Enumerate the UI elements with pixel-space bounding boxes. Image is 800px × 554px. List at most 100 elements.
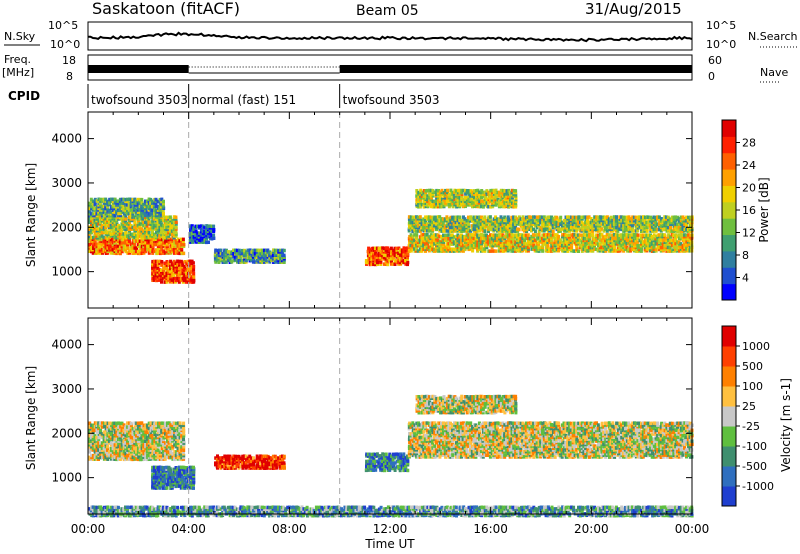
echo-cell <box>445 249 449 253</box>
echo-cell <box>186 276 190 281</box>
echo-cell <box>145 227 149 231</box>
echo-cell <box>485 192 489 196</box>
echo-cell <box>106 224 110 228</box>
echo-cell <box>124 230 128 235</box>
echo-cell <box>532 227 535 232</box>
echo-cell <box>429 192 433 197</box>
echo-cell <box>224 253 228 258</box>
echo-cell <box>688 223 692 228</box>
echo-cell <box>661 242 665 246</box>
echo-cell <box>160 217 164 221</box>
echo-cell <box>104 439 108 444</box>
echo-cell <box>584 242 588 246</box>
echo-cell <box>125 227 129 231</box>
echo-cell <box>142 239 146 244</box>
echo-cell <box>540 220 544 225</box>
echo-cell <box>447 204 451 209</box>
echo-cell <box>215 248 219 253</box>
echo-cell <box>499 229 503 233</box>
echo-cell <box>654 227 658 232</box>
echo-cell <box>600 245 604 250</box>
echo-cell <box>135 246 139 250</box>
echo-cell <box>476 233 480 237</box>
echo-cell <box>95 443 99 447</box>
echo-cell <box>192 278 196 283</box>
echo-cell <box>106 427 110 431</box>
echo-cell <box>539 236 543 241</box>
echo-cell <box>172 224 176 228</box>
echo-cell <box>106 206 110 211</box>
echo-cell <box>126 208 129 212</box>
echo-cell <box>97 241 101 245</box>
echo-cell <box>496 217 499 221</box>
echo-cell <box>190 270 194 274</box>
echo-cell <box>115 199 119 203</box>
echo-cell <box>685 245 689 250</box>
echo-cell <box>133 199 137 203</box>
echo-cell <box>204 231 208 236</box>
echo-cell <box>415 215 419 219</box>
echo-cell <box>620 247 624 252</box>
echo-cell <box>670 238 674 243</box>
echo-cell <box>379 246 383 250</box>
echo-cell <box>660 242 663 246</box>
echo-cell <box>481 247 485 251</box>
echo-cell <box>374 262 378 267</box>
echo-cell <box>512 229 516 233</box>
echo-cell <box>571 219 575 223</box>
echo-cell <box>450 233 454 237</box>
echo-cell <box>649 215 653 220</box>
echo-cell <box>115 421 119 426</box>
echo-cell <box>551 235 555 239</box>
echo-cell <box>128 215 131 219</box>
colorbar-segment <box>722 218 736 236</box>
echo-cell <box>434 233 438 237</box>
echo-cell <box>614 222 618 226</box>
echo-cell <box>551 229 555 233</box>
echo-cell <box>485 189 489 193</box>
echo-cell <box>110 199 113 203</box>
echo-cell <box>134 249 138 254</box>
echo-cell <box>503 189 507 193</box>
echo-cell <box>416 240 420 244</box>
echo-cell <box>510 233 514 237</box>
echo-cell <box>638 215 642 219</box>
echo-cell <box>598 242 602 246</box>
echo-cell <box>613 226 617 230</box>
echo-cell <box>264 253 268 258</box>
echo-cell <box>162 212 165 216</box>
echo-cell <box>172 261 176 266</box>
echo-cell <box>604 238 608 243</box>
echo-cell <box>674 247 677 252</box>
echo-cell <box>643 220 647 225</box>
echo-cell <box>582 236 586 241</box>
echo-cell <box>160 243 164 247</box>
echo-cell <box>111 217 115 221</box>
echo-cell <box>485 245 489 250</box>
echo-cell <box>523 244 527 248</box>
echo-cell <box>495 243 499 248</box>
echo-cell <box>236 252 239 256</box>
echo-cell <box>474 245 478 250</box>
echo-cell <box>564 215 568 219</box>
echo-cell <box>88 434 92 438</box>
echo-cell <box>146 247 150 252</box>
echo-cell <box>648 238 652 243</box>
echo-cell <box>657 227 661 232</box>
echo-cell <box>645 227 649 231</box>
echo-cell <box>425 229 429 233</box>
cpid-segment-label: twofsound 3503 <box>343 93 440 107</box>
echo-cell <box>532 245 536 250</box>
echo-cell <box>469 217 472 221</box>
echo-cell <box>498 217 501 221</box>
echo-cell <box>499 222 503 226</box>
echo-cell <box>145 237 149 242</box>
echo-cell <box>622 229 626 233</box>
echo-cell <box>665 215 668 219</box>
echo-cell <box>586 236 589 241</box>
echo-cell <box>667 233 671 237</box>
echo-cell <box>144 204 147 209</box>
echo-cell <box>181 237 185 242</box>
echo-cell <box>370 246 374 251</box>
echo-cell <box>514 233 518 237</box>
